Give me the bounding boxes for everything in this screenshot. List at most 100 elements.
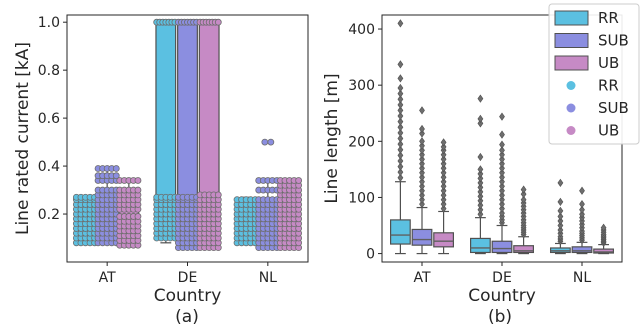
outlier-marker	[600, 223, 607, 232]
outlier-marker	[419, 124, 425, 134]
panel-label: (b)	[488, 307, 512, 327]
outlier-marker	[397, 100, 404, 109]
legend-marker	[566, 126, 576, 135]
y-tick-label: 100	[348, 190, 375, 206]
panel-a: 0.2 0.4 0.6 0.8 1.0 AT DE NL Country(a) Line rate…	[13, 14, 309, 327]
outlier-marker	[499, 182, 505, 191]
data-point	[134, 177, 142, 184]
outlier-marker	[557, 206, 564, 216]
legend-swatch	[554, 10, 589, 26]
y-tick-label: 300	[348, 78, 375, 94]
outlier-marker	[499, 191, 505, 200]
outlier-marker	[419, 195, 425, 204]
outlier-point	[261, 138, 269, 146]
outlier-marker	[557, 197, 564, 207]
box-ub-de	[196, 18, 222, 252]
outlier-marker	[579, 200, 585, 209]
y-tick-label: 0.8	[38, 63, 60, 79]
outlier-marker	[477, 196, 484, 205]
outlier-marker	[419, 164, 425, 173]
data-point	[295, 177, 303, 184]
outlier-marker	[397, 151, 404, 160]
x-tick-label: AT	[413, 270, 430, 286]
outlier-marker	[397, 74, 404, 83]
outlier-marker	[557, 212, 564, 221]
outlier-marker	[499, 186, 505, 195]
outlier-marker	[440, 186, 447, 195]
outlier-marker	[557, 216, 564, 226]
box-sub-nl	[571, 186, 593, 255]
y-tick-label: 0	[366, 247, 375, 263]
x-tick-label: NL	[573, 270, 591, 286]
box-body	[491, 240, 513, 254]
outlier-marker	[419, 146, 425, 155]
data-point	[112, 165, 120, 172]
legend-marker	[566, 81, 576, 90]
outlier-marker	[419, 106, 425, 115]
outlier-marker	[499, 177, 505, 186]
box-ub-at	[116, 177, 142, 249]
outlier-marker	[440, 164, 447, 173]
legend-swatch	[554, 55, 589, 71]
outlier-marker	[397, 89, 404, 98]
x-axis-label: Country	[154, 286, 222, 306]
x-tick-label: AT	[99, 270, 116, 286]
outlier-marker	[477, 94, 484, 103]
box-ub-nl	[593, 223, 614, 255]
outlier-marker	[397, 117, 404, 126]
outlier-marker	[440, 191, 447, 200]
box-body	[571, 246, 593, 254]
outlier-marker	[419, 182, 425, 191]
outlier-marker	[397, 19, 404, 28]
outlier-marker	[477, 183, 484, 192]
outlier-marker	[419, 159, 425, 168]
outlier-marker	[477, 205, 484, 214]
outlier-marker	[477, 174, 484, 183]
legend-label: SUB	[598, 32, 629, 50]
outlier-marker	[397, 83, 404, 93]
outlier-marker	[499, 112, 505, 121]
outlier-marker	[419, 173, 425, 182]
outlier-marker	[499, 209, 505, 218]
panel-b: 0 100 200 300 400 AT DE NL Country(b) Line length…	[322, 3, 640, 327]
outlier-marker	[477, 165, 484, 174]
outlier-marker	[397, 156, 404, 166]
y-axis-label: Line length [m]	[322, 73, 342, 203]
outlier-marker	[419, 155, 425, 164]
box-ub-at	[433, 138, 454, 255]
outlier-marker	[499, 146, 505, 155]
box-body	[593, 248, 614, 254]
outlier-marker	[499, 195, 505, 204]
outlier-marker	[477, 201, 484, 210]
outlier-marker	[397, 60, 404, 69]
legend-label: UB	[598, 54, 619, 72]
legend: RR SUB UB RR SUB UB	[548, 3, 640, 145]
outlier-marker	[419, 141, 425, 150]
outlier-marker	[397, 106, 404, 115]
box-rr-at	[390, 19, 411, 255]
outlier-marker	[440, 177, 447, 186]
outlier-marker	[397, 162, 404, 171]
outlier-marker	[499, 150, 505, 159]
outlier-marker	[499, 140, 505, 149]
y-tick-label: 200	[348, 134, 375, 150]
outlier-marker	[419, 186, 425, 195]
x-tick-label: DE	[178, 270, 198, 286]
outlier-marker	[499, 204, 505, 213]
outlier-marker	[419, 191, 425, 200]
outlier-marker	[499, 168, 505, 177]
data-point	[214, 191, 222, 199]
box-sub-at	[94, 165, 120, 247]
outlier-marker	[397, 168, 404, 177]
outlier-marker	[477, 187, 484, 196]
outlier-marker	[440, 168, 447, 177]
box-rr-de	[470, 94, 491, 255]
outlier-marker	[440, 142, 447, 152]
box-sub-de	[174, 18, 201, 252]
outlier-marker	[397, 139, 404, 149]
legend-label: RR	[598, 9, 619, 27]
box-rr-at	[72, 193, 98, 247]
outlier-marker	[419, 200, 425, 209]
outlier-marker	[477, 192, 484, 201]
legend-marker	[566, 103, 576, 113]
